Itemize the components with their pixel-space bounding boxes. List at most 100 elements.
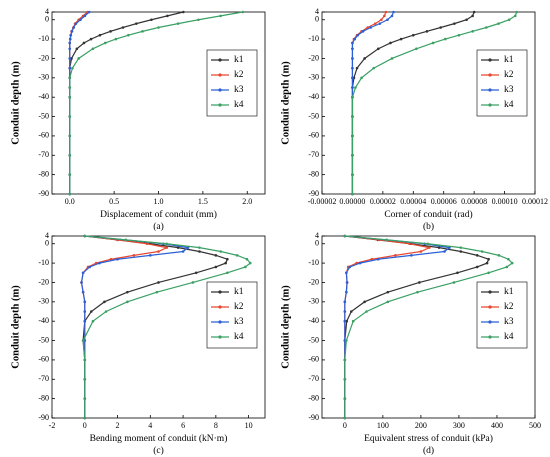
point [197,18,200,22]
x-tick-label: 0.00002 [370,197,396,206]
y-tick-label: -30 [38,297,49,306]
point [72,26,76,29]
point [98,33,102,37]
x-tick-label: 0.00006 [431,197,457,206]
point [69,33,73,37]
x-tick-label: -0.00002 [308,197,337,206]
point [83,310,87,313]
point [83,14,87,18]
point [235,254,239,257]
y-tick-label: -50 [308,111,319,120]
x-tick-label: 100 [377,421,389,430]
legend-marker [488,58,492,62]
x-tick-label: 0.00010 [492,197,518,206]
point [373,22,377,25]
point [71,66,74,70]
point [465,18,468,22]
point [68,115,72,118]
point [383,14,386,18]
point [380,18,383,22]
point [343,397,347,400]
point [80,281,83,284]
legend-marker [218,290,222,294]
legend-marker [488,88,492,92]
point [343,300,347,304]
plot-frame [321,235,536,419]
legend-marker [218,335,222,339]
point [361,30,365,33]
legend-label: k2 [234,302,244,312]
point [182,10,185,14]
point [127,33,130,37]
point [426,242,430,246]
point [126,300,129,304]
point [515,10,519,14]
point [416,290,419,294]
point [386,300,390,304]
series-line [82,235,252,418]
legend-label: k1 [234,55,244,65]
point [191,281,195,284]
point [145,242,149,246]
y-tick-label: -60 [38,131,49,140]
point [214,265,218,269]
point [103,300,106,304]
point [448,246,451,249]
x-tick-label: 8 [214,421,218,430]
point [194,271,198,275]
point [176,246,180,249]
point [349,310,353,313]
point [68,47,72,51]
point [149,254,152,257]
point [83,300,87,304]
point [70,30,74,33]
y-tick-label: -50 [38,111,49,120]
panel-caption: (d) [423,445,434,456]
point [427,246,431,249]
point [75,47,79,51]
point [453,22,456,25]
point [345,319,349,323]
point [345,290,348,294]
point [68,41,72,45]
y-tick-label: -70 [38,150,49,159]
point [497,22,500,25]
point [343,234,347,238]
point [68,57,72,60]
point [343,416,347,420]
point [83,377,87,381]
point [418,281,421,284]
legend-label: k3 [504,85,514,95]
point [343,310,347,313]
point [365,310,368,313]
y-tick-label: 0 [315,15,319,24]
point [358,261,362,265]
point [181,250,185,253]
point [103,41,107,45]
point [345,281,349,284]
y-tick-label: -10 [308,34,319,43]
point [83,234,87,238]
point [385,238,388,242]
point [487,257,490,261]
point [384,10,388,14]
series-line [80,235,190,418]
x-tick-label: 1.0 [154,197,164,206]
x-tick-label: -2 [49,421,56,430]
point [415,47,418,51]
point [155,290,159,294]
point [351,319,355,323]
x-tick-label: 2.0 [242,197,252,206]
point [390,57,394,60]
legend-label: k4 [234,100,244,110]
point [351,192,354,196]
y-tick-label: -80 [308,169,319,178]
panel-caption: (c) [153,445,164,456]
plot-frame [321,11,536,195]
point [437,246,441,249]
x-tick-label: 1.5 [198,197,208,206]
series-line [69,11,243,194]
x-axis-label: Bending moment of conduit (kN·m) [90,433,228,444]
x-tick-label: 0 [83,421,87,430]
series-line [344,235,490,418]
